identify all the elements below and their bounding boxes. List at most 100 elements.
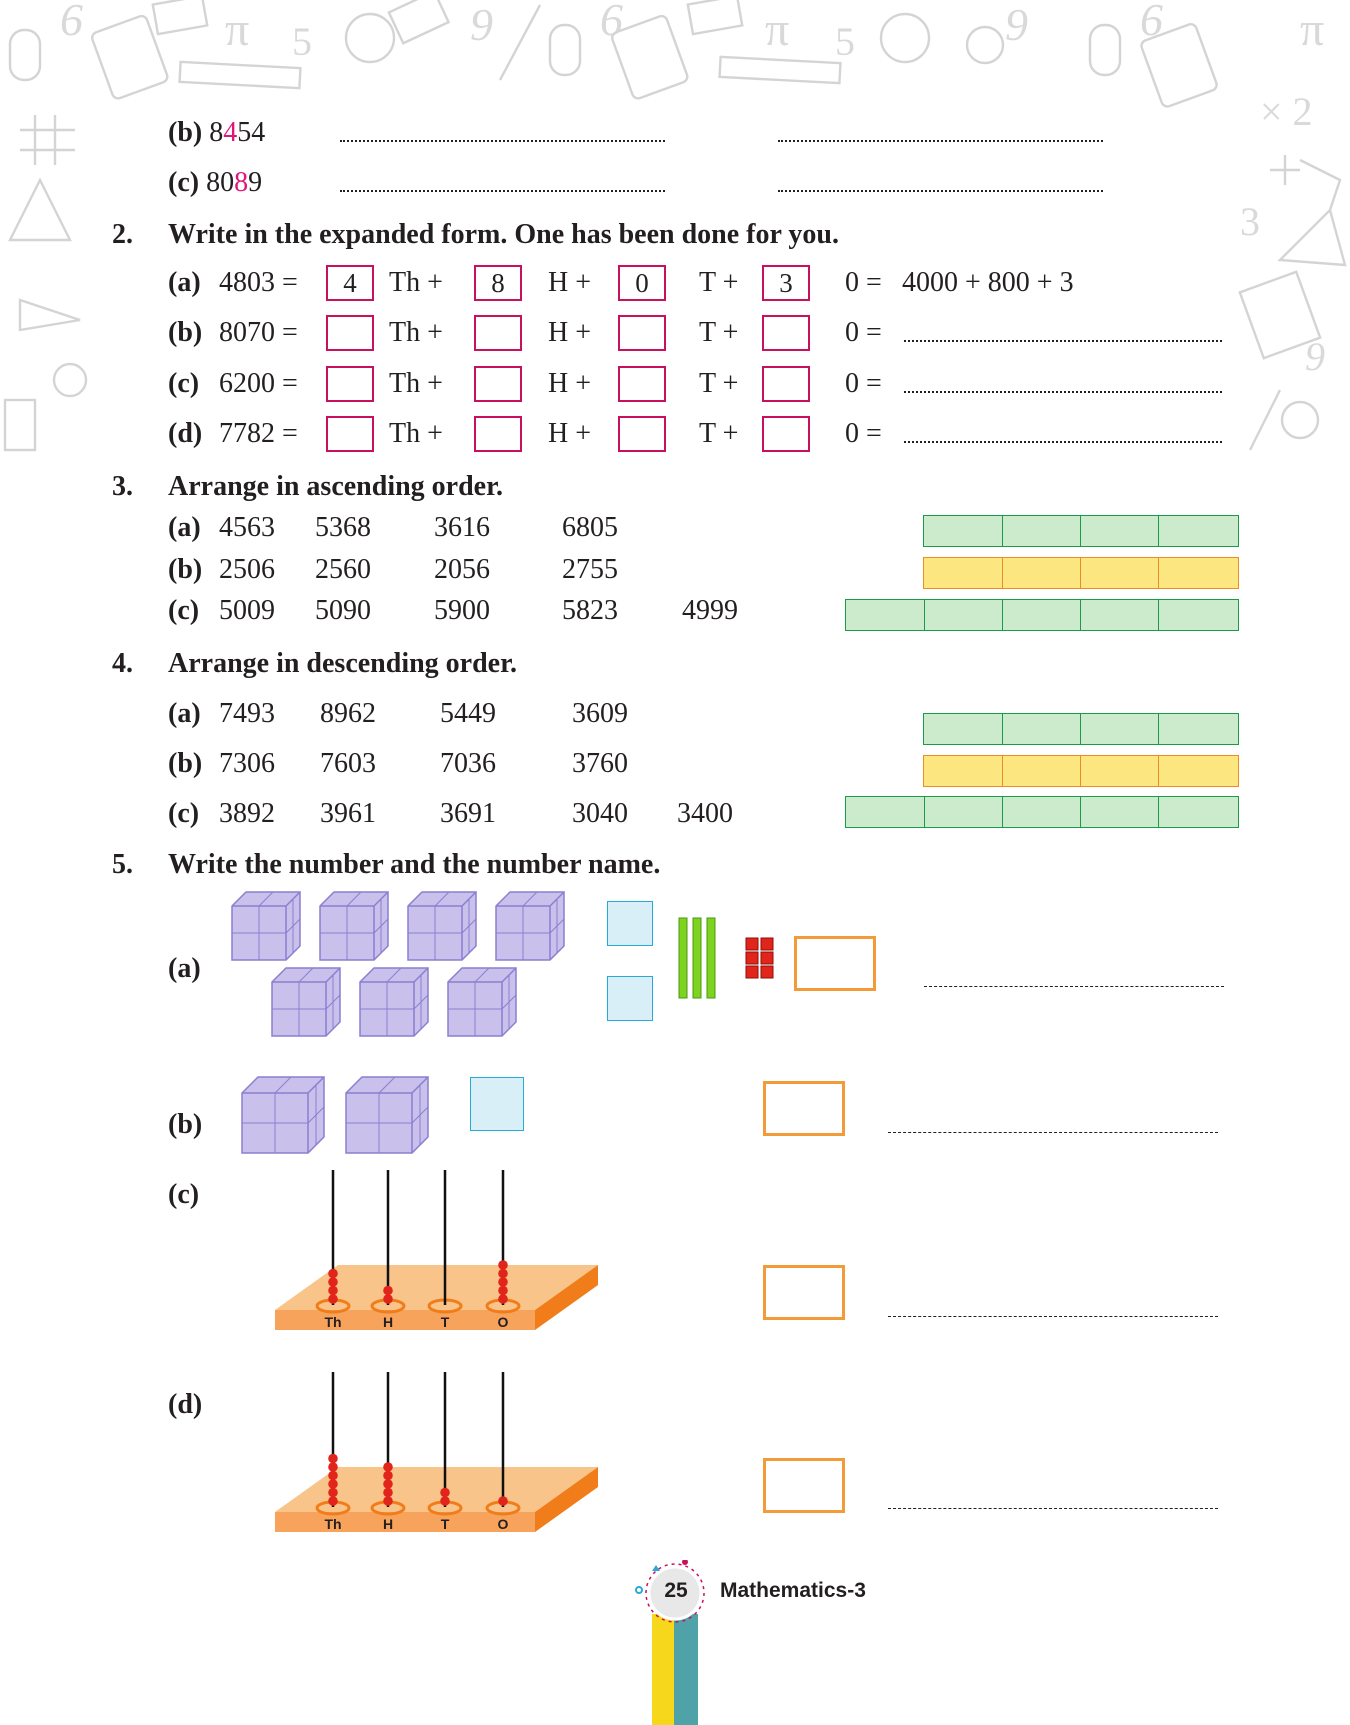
q2-th-label: Th +	[389, 368, 443, 399]
abacus-bead	[498, 1285, 508, 1296]
q5-a-unit-cubes	[745, 937, 774, 979]
q5-c-number-name-line[interactable]	[888, 1315, 1218, 1317]
q2-hundreds-box[interactable]	[474, 315, 522, 351]
q4-number: 7603	[320, 748, 376, 779]
q4-b-answer-strip[interactable]	[923, 755, 1239, 787]
abacus-bead	[328, 1268, 338, 1279]
q2-o-label: 0 =	[845, 418, 882, 449]
q2-ones-box[interactable]	[762, 315, 810, 351]
q5-a-ten-rods	[678, 917, 716, 999]
q1-c-highlight-digit: 8	[234, 167, 249, 198]
q4-number: 3691	[440, 798, 496, 829]
q2-hundreds-box[interactable]	[474, 366, 522, 402]
q5-c-number-box[interactable]	[763, 1265, 845, 1320]
q2-row-label: (b)	[168, 317, 203, 348]
q1-c-row: (c) 8089	[168, 166, 262, 200]
q2-row-label: (c)	[168, 368, 200, 399]
q2-tens-box[interactable]	[618, 366, 666, 402]
q5-d-number-name-line[interactable]	[888, 1507, 1218, 1509]
q1-c-place-answer-line[interactable]	[340, 190, 665, 192]
abacus-base-side	[535, 1467, 598, 1532]
abacus-place-label: T	[441, 1516, 450, 1532]
q4-number: 4.	[112, 648, 133, 679]
abacus-bead	[383, 1487, 393, 1498]
q2-thousands-box[interactable]	[326, 366, 374, 402]
q1-b-place-answer-line[interactable]	[340, 140, 665, 142]
q5-a-number-box[interactable]	[794, 936, 876, 991]
q2-expanded-answer-line[interactable]	[904, 391, 1222, 393]
q4-row-label: (a)	[168, 698, 201, 729]
q2-row-number: 7782 =	[219, 418, 298, 449]
q2-ones-box[interactable]: 3	[762, 265, 810, 301]
q3-instruction: Arrange in ascending order.	[168, 471, 503, 502]
abacus-place-label: T	[441, 1314, 450, 1330]
q2-th-label: Th +	[389, 267, 443, 298]
page-number-badge	[635, 1560, 705, 1623]
q4-row-label: (c)	[168, 798, 200, 829]
q5-d-label: (d)	[168, 1389, 203, 1420]
q4-number: 7493	[219, 698, 275, 729]
q4-number: 7036	[440, 748, 496, 779]
q3-c-answer-strip[interactable]	[845, 599, 1239, 631]
q4-number: 3961	[320, 798, 376, 829]
q2-tens-box[interactable]	[618, 416, 666, 452]
q2-h-label: H +	[548, 418, 592, 449]
q5-d-abacus: Th H T O	[275, 1372, 598, 1532]
q2-ones-box[interactable]	[762, 416, 810, 452]
q2-tens-box[interactable]	[618, 315, 666, 351]
abacus-bead	[383, 1285, 393, 1296]
q5-b-label: (b)	[168, 1109, 203, 1140]
q2-t-label: T +	[699, 418, 739, 449]
footer-yellow-bar	[652, 1614, 674, 1725]
q3-b-answer-strip[interactable]	[923, 557, 1239, 589]
q2-expanded-answer-line[interactable]	[904, 441, 1222, 443]
q5-d-number-box[interactable]	[763, 1458, 845, 1513]
q5-c-label: (c)	[168, 1179, 200, 1210]
abacus-place-label: O	[498, 1516, 509, 1532]
q1-b-highlight-digit: 4	[223, 117, 238, 148]
q3-a-answer-strip[interactable]	[923, 515, 1239, 547]
svg-text:× 2: × 2	[1260, 89, 1313, 134]
q2-row-number: 6200 =	[219, 368, 298, 399]
abacus-base-top	[275, 1467, 598, 1512]
q3-row-label: (c)	[168, 595, 200, 626]
q1-c-value-answer-line[interactable]	[778, 190, 1103, 192]
q2-o-label: 0 =	[845, 317, 882, 348]
q5-b-number-box[interactable]	[763, 1081, 845, 1136]
q2-hundreds-box[interactable]: 8	[474, 265, 522, 301]
abacus-place-label: H	[383, 1516, 393, 1532]
q2-th-label: Th +	[389, 418, 443, 449]
abacus-bead	[498, 1496, 508, 1506]
q2-thousands-box[interactable]	[326, 315, 374, 351]
q5-a-label: (a)	[168, 953, 201, 984]
q2-expanded-answer-line[interactable]	[904, 340, 1222, 342]
svg-text:6: 6	[60, 0, 83, 45]
abacus-base-front	[275, 1310, 535, 1330]
q5-b-number-name-line[interactable]	[888, 1131, 1218, 1133]
q3-number: 4999	[682, 595, 738, 626]
q3-number: 6805	[562, 512, 618, 543]
q1-b-row: (b) 8454	[168, 116, 265, 150]
q3-number: 5823	[562, 595, 618, 626]
abacus-bead	[498, 1268, 508, 1279]
q3-row-label: (a)	[168, 512, 201, 543]
abacus-base-front	[275, 1512, 535, 1532]
q1-b-value-answer-line[interactable]	[778, 140, 1103, 142]
svg-text:9: 9	[470, 0, 493, 50]
q5-b-hundred-flat	[470, 1077, 524, 1131]
svg-text:6: 6	[600, 0, 623, 45]
q2-h-label: H +	[548, 317, 592, 348]
q4-number: 3892	[219, 798, 275, 829]
q5-a-number-name-line[interactable]	[924, 985, 1224, 987]
abacus-bead	[383, 1496, 393, 1506]
q2-hundreds-box[interactable]	[474, 416, 522, 452]
q4-c-answer-strip[interactable]	[845, 796, 1239, 828]
q4-a-answer-strip[interactable]	[923, 713, 1239, 745]
q2-thousands-box[interactable]	[326, 416, 374, 452]
svg-text:5: 5	[292, 19, 312, 64]
book-title: Mathematics-3	[720, 1579, 866, 1602]
q2-tens-box[interactable]: 0	[618, 265, 666, 301]
q2-t-label: T +	[699, 267, 739, 298]
q2-ones-box[interactable]	[762, 366, 810, 402]
q2-thousands-box[interactable]: 4	[326, 265, 374, 301]
